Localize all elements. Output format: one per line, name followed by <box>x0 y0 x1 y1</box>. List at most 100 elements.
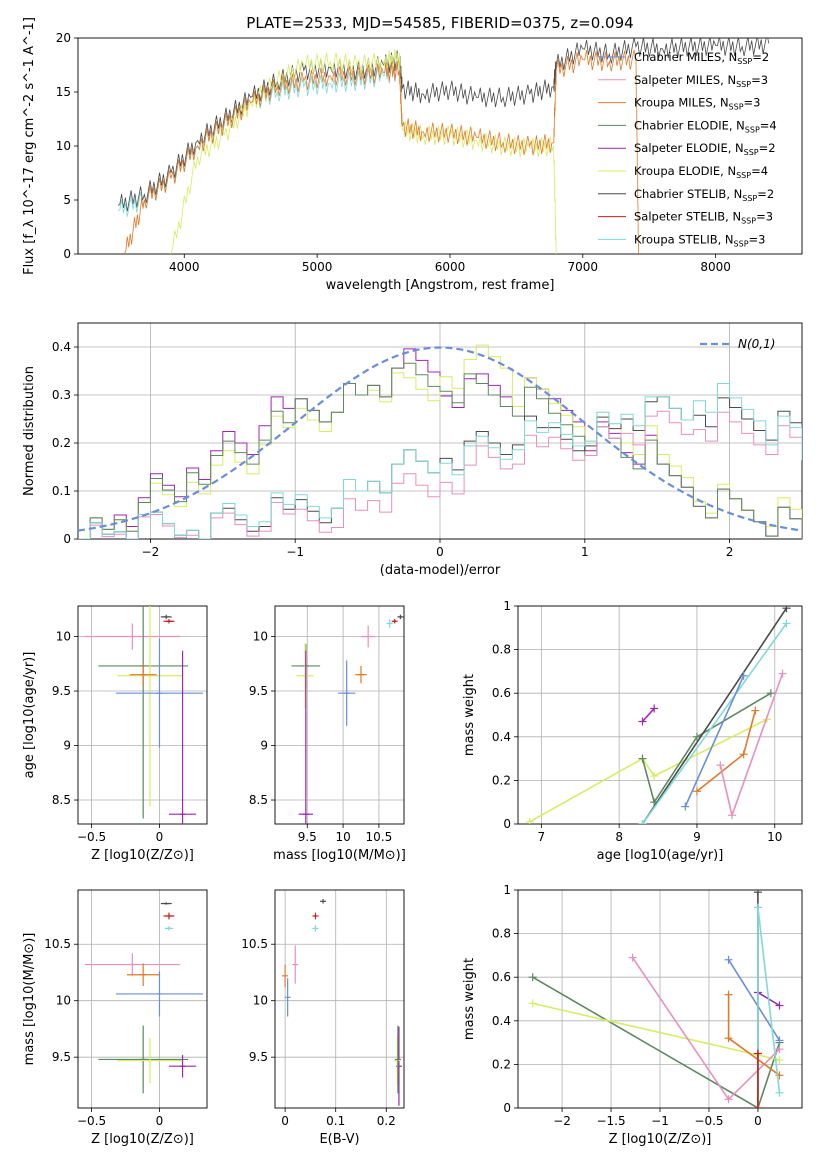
x-axis-label: Z [log10(Z/Z⊙)] <box>91 1132 194 1147</box>
x-tick-label: 0 <box>156 1114 164 1128</box>
x-tick-label: −0.5 <box>77 1114 106 1128</box>
y-axis-label: Normed distribution <box>22 366 37 496</box>
axes-residuals: −2 −1 0 1 2 0 0.1 0.2 0.3 0.4 (data-model)/error No… <box>22 322 803 578</box>
y-tick-label: 0.8 <box>492 927 511 941</box>
y-tick-label: 0 <box>503 817 511 831</box>
x-tick-label: −0.5 <box>77 830 106 844</box>
y-tick-label: 0.2 <box>52 436 71 450</box>
plot-area <box>282 899 402 1106</box>
spectrum-line <box>117 38 770 212</box>
x-axis-label: wavelength [Angstrom, rest frame] <box>326 278 555 293</box>
y-tick-label: 15 <box>56 85 71 99</box>
axes-age_vs_mass: 9.5 10 10.5 8.5 9 9.5 10 mass [log10(M/M⊙)] <box>249 605 406 863</box>
weight-line <box>684 675 745 807</box>
spectrum-line <box>170 48 557 254</box>
legend-entry: Chabrier MILES, NSSP=2 <box>634 50 769 66</box>
x-tick-label: 0.1 <box>326 1114 345 1128</box>
x-axis-label: Z [log10(Z/Z⊙)] <box>91 848 194 863</box>
weight-line <box>641 622 788 824</box>
x-tick-label: 10.5 <box>366 830 393 844</box>
weight-line <box>719 673 784 819</box>
y-tick-label: 10.5 <box>44 937 71 951</box>
x-tick-label: 1 <box>581 545 589 559</box>
y-tick-label: 10 <box>56 630 71 644</box>
axes-frame <box>517 889 803 1109</box>
legend-entry: Kroupa STELIB, NSSP=3 <box>634 232 765 248</box>
y-tick-label: 10 <box>56 139 71 153</box>
x-tick-label: 9 <box>693 830 701 844</box>
weight-line <box>641 607 788 824</box>
y-tick-label: 0.4 <box>492 730 511 744</box>
x-tick-label: 0 <box>156 830 164 844</box>
x-axis-label: age [log10(age/yr)] <box>597 848 724 863</box>
y-tick-label: 0.3 <box>52 388 71 402</box>
x-tick-label: 0 <box>436 545 444 559</box>
y-tick-label: 10 <box>253 630 268 644</box>
spectrum-line <box>117 61 400 217</box>
y-axis-label: mass [log10(M/M⊙)] <box>22 933 37 1066</box>
plot-area <box>84 606 203 824</box>
axes-age_vs_Z: −0.5 0 8.5 9 9.5 10 Z [log10(Z/Z⊙)] age [log10(… <box>22 605 208 863</box>
y-tick-label: 10.5 <box>241 937 268 951</box>
normal-curve <box>78 346 802 532</box>
y-tick-label: 10 <box>253 994 268 1008</box>
x-tick-label: −1 <box>651 1114 669 1128</box>
x-tick-label: 5000 <box>302 260 333 274</box>
y-tick-label: 0.8 <box>492 643 511 657</box>
plot-area <box>528 890 784 1108</box>
y-tick-label: 9.5 <box>249 1050 268 1064</box>
x-tick-label: −2 <box>142 545 160 559</box>
weight-line <box>532 1002 780 1061</box>
legend-entry: Salpeter MILES, NSSP=3 <box>634 73 768 89</box>
legend-entry: Chabrier ELODIE, NSSP=4 <box>634 118 777 134</box>
axes-frame <box>77 889 208 1109</box>
legend-entry: Chabrier STELIB, NSSP=2 <box>634 187 774 203</box>
y-tick-label: 5 <box>63 193 71 207</box>
y-tick-label: 0 <box>503 1101 511 1115</box>
x-tick-label: −1 <box>286 545 304 559</box>
y-tick-label: 10 <box>56 994 71 1008</box>
axes-frame <box>517 605 803 825</box>
y-tick-label: 0.4 <box>52 340 71 354</box>
y-tick-label: 8.5 <box>249 793 268 807</box>
plot-area <box>78 344 802 539</box>
y-tick-label: 0.6 <box>492 686 511 700</box>
y-tick-label: 9.5 <box>52 1050 71 1064</box>
y-tick-label: 20 <box>56 31 71 45</box>
histogram-line <box>78 362 802 539</box>
weight-line <box>641 707 655 723</box>
y-tick-label: 8.5 <box>52 793 71 807</box>
axes-frame <box>77 37 803 255</box>
weight-line <box>641 692 772 805</box>
legend-entry: Salpeter STELIB, NSSP=3 <box>634 210 773 226</box>
x-tick-label: 2 <box>726 545 734 559</box>
y-tick-label: 9 <box>63 739 71 753</box>
axes-frame <box>274 605 405 825</box>
axes-spectrum: 4000 5000 6000 7000 8000 0 5 10 15 20 wavelength [… <box>22 17 803 293</box>
x-tick-label: 8000 <box>700 260 731 274</box>
y-tick-label: 0 <box>63 247 71 261</box>
x-tick-label: 6000 <box>435 260 466 274</box>
axes-mass_vs_Z: −0.5 0 9.5 10 10.5 Z [log10(Z/Z⊙)] mass [log10… <box>22 889 208 1147</box>
y-axis-label: mass weight <box>462 674 477 756</box>
axes-mass_vs_EBV: 0 0.1 0.2 9.5 10 10.5 E(B-V) <box>241 889 405 1147</box>
x-axis-label: mass [log10(M/M⊙)] <box>273 848 406 863</box>
legend-entry: Kroupa MILES, NSSP=3 <box>634 96 760 112</box>
axes-weight_vs_age: 7 8 9 10 0 0.2 0.4 0.6 0.8 1 age [log10(age/yr)] ma… <box>462 599 803 863</box>
x-tick-label: 0 <box>281 1114 289 1128</box>
y-tick-label: 9 <box>260 739 268 753</box>
y-tick-label: 0.4 <box>492 1014 511 1028</box>
y-tick-label: 0.2 <box>492 1057 511 1071</box>
y-tick-label: 1 <box>503 883 511 897</box>
legend-entry: N(0,1) <box>738 337 775 351</box>
plot-area <box>84 902 203 1094</box>
histogram-line <box>78 410 802 539</box>
plot-area <box>525 606 791 824</box>
legend: Chabrier MILES, NSSP=2 Salpeter MILES, NS… <box>598 50 777 248</box>
histogram-line <box>78 383 802 539</box>
x-tick-label: 7 <box>538 830 546 844</box>
x-tick-label: 0 <box>754 1114 762 1128</box>
x-tick-label: 8 <box>615 830 623 844</box>
x-axis-label: (data-model)/error <box>380 563 501 578</box>
